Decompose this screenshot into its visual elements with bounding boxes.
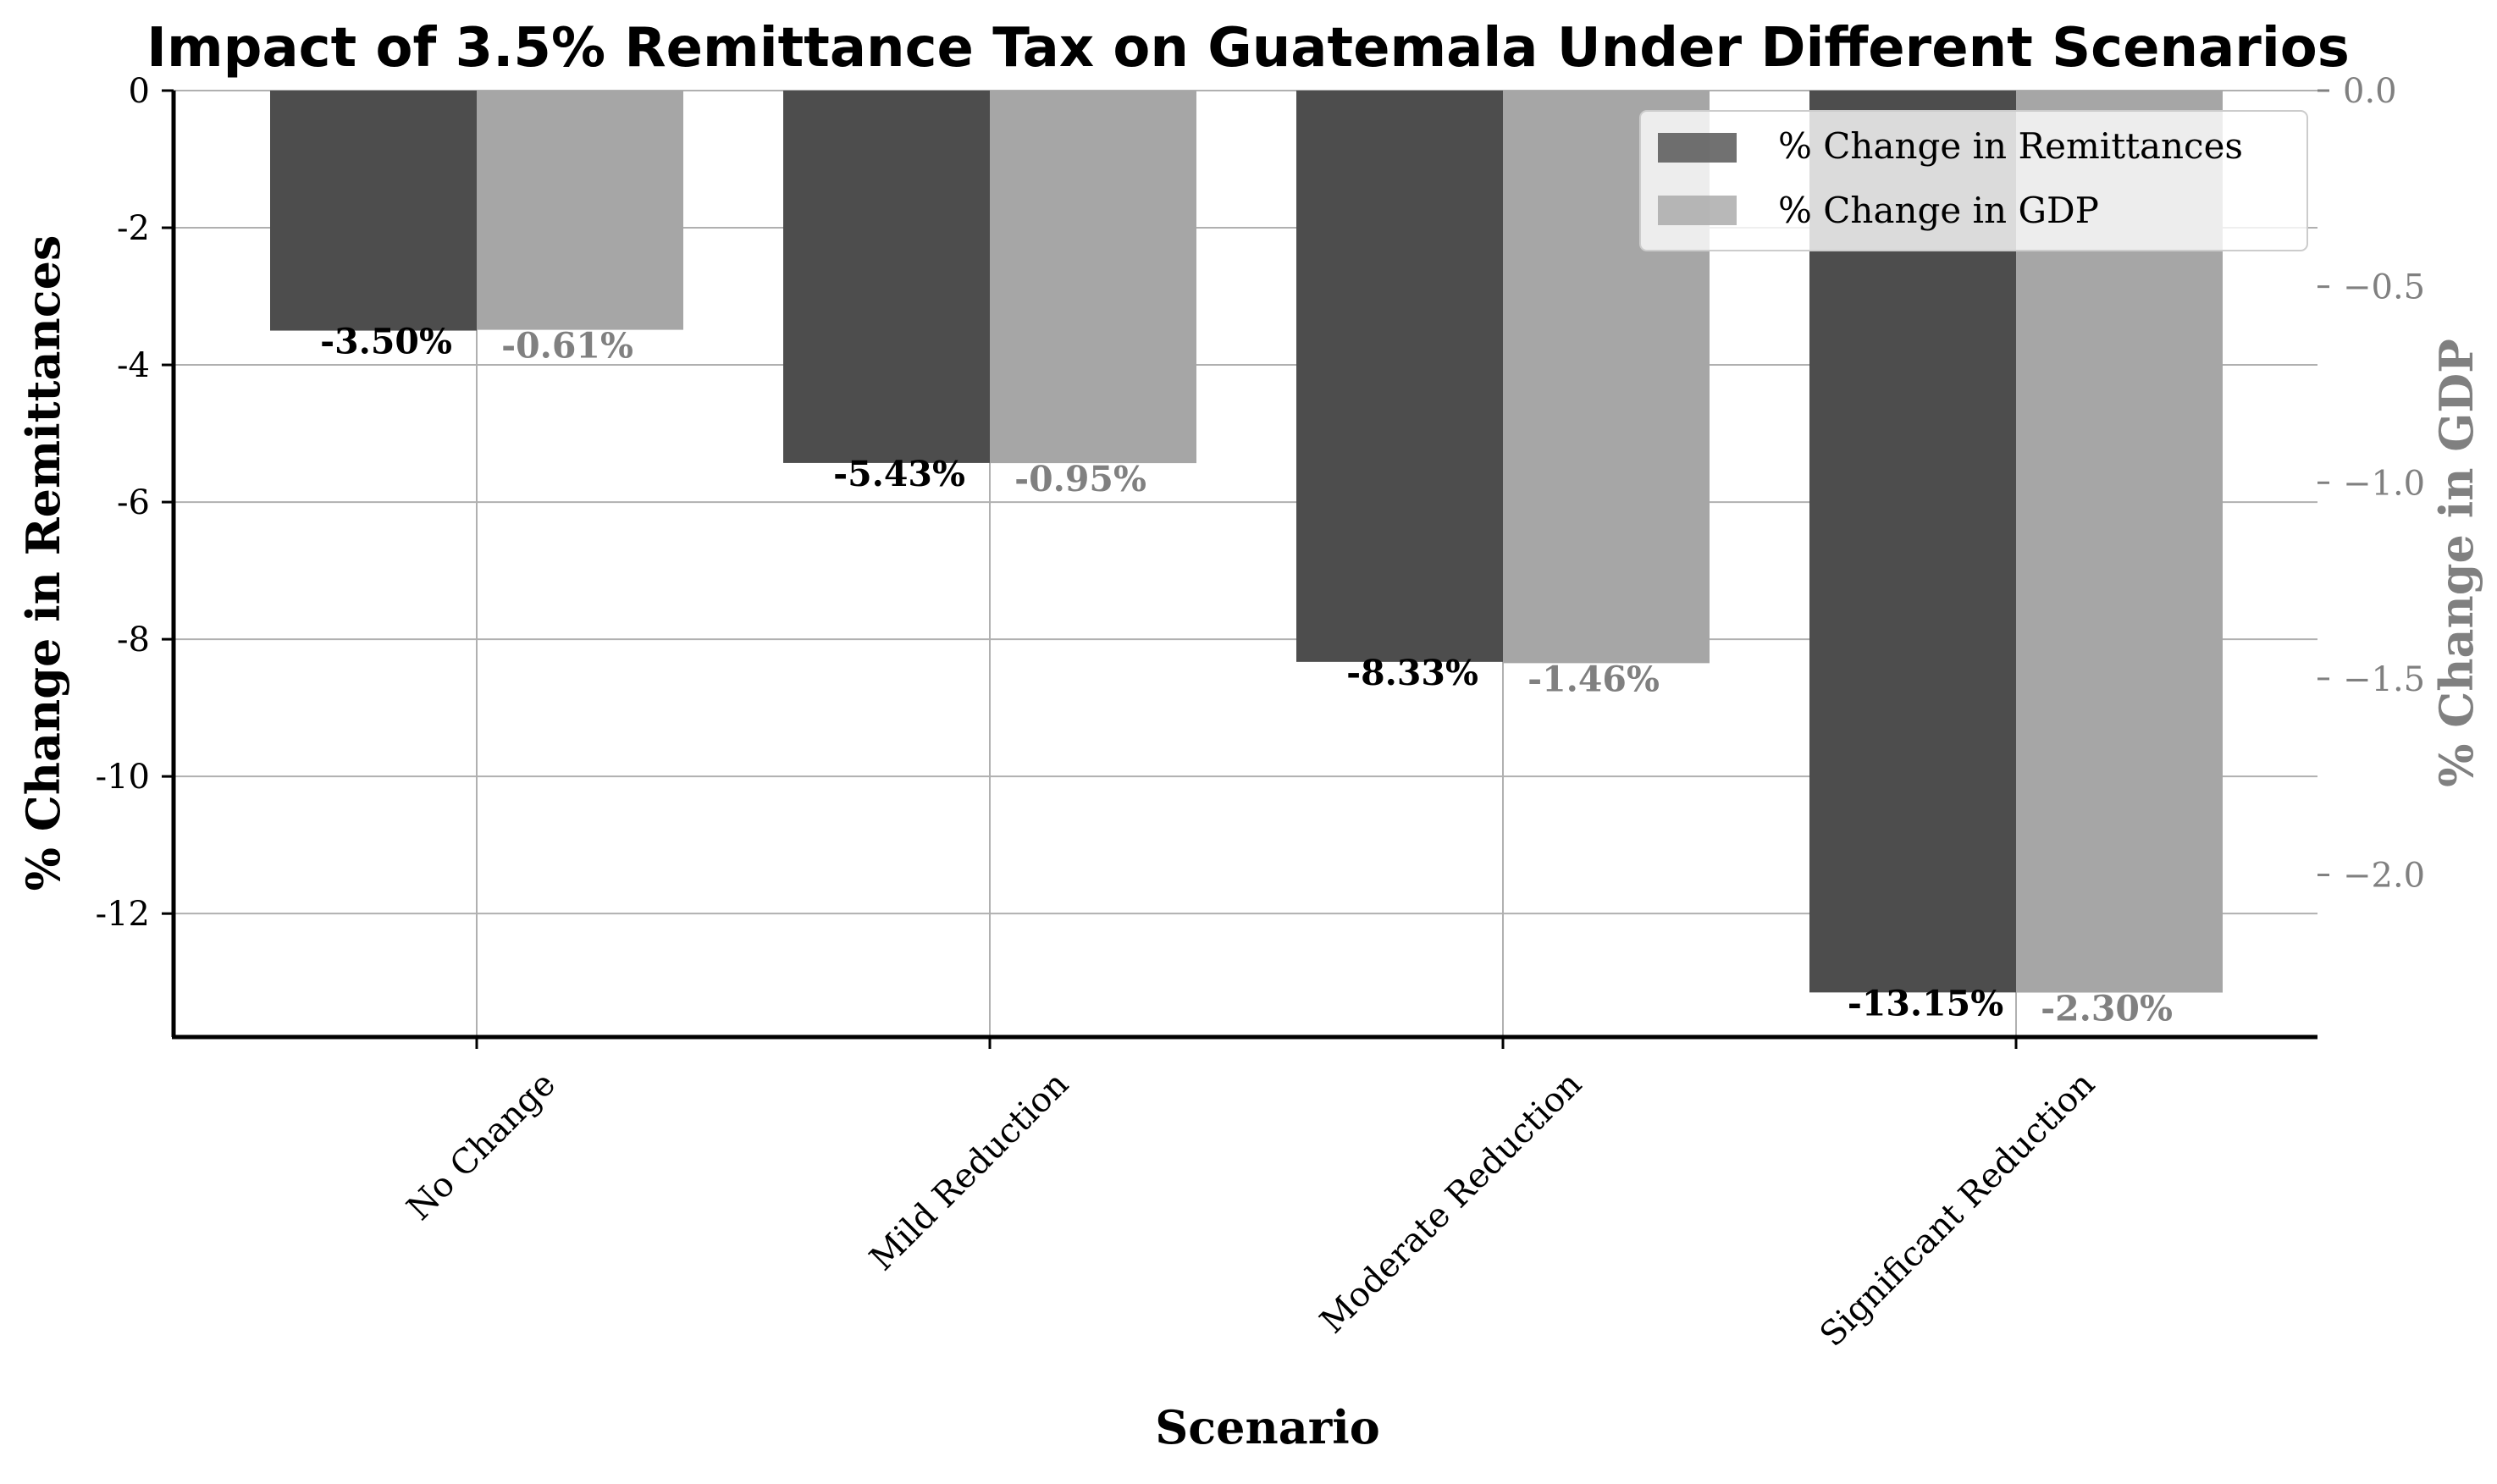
data-label-gdp: -0.95% xyxy=(1014,459,1146,499)
y-tick-label-right: 0.0 xyxy=(2343,72,2397,111)
y-tick-label-right: −2.0 xyxy=(2343,857,2425,896)
y-axis-label-left: % Change in Remittances xyxy=(16,235,70,891)
legend: % Change in Remittances % Change in GDP xyxy=(1639,110,2308,251)
data-label-remittances: -3.50% xyxy=(320,322,452,362)
bar-remittances xyxy=(270,91,477,331)
y-tick-label-left: 0 xyxy=(129,72,150,111)
y-tick-label-right: −0.5 xyxy=(2343,268,2425,307)
bars xyxy=(270,91,2223,993)
bar-remittances xyxy=(783,91,990,463)
y-axis-label-right: % Change in GDP xyxy=(2429,339,2483,787)
y-tick-label-left: -8 xyxy=(117,621,150,659)
legend-label-gdp: % Change in GDP xyxy=(1778,190,2099,231)
y-tick-label-left: -10 xyxy=(96,758,150,797)
data-labels: -3.50% -0.61% -5.43% -0.95% -8.33% -1.46% -13.… xyxy=(320,322,2173,1029)
legend-box xyxy=(1639,110,2308,251)
y-tick-label-left: -12 xyxy=(96,895,150,934)
legend-swatch-gdp xyxy=(1658,196,1737,225)
legend-swatch-remittances xyxy=(1658,133,1737,163)
y-tick-label-right: −1.0 xyxy=(2343,464,2425,503)
bar-remittances xyxy=(1296,91,1503,662)
bar-gdp xyxy=(990,91,1196,464)
y-tick-label-right: −1.5 xyxy=(2343,660,2425,699)
data-label-gdp: -2.30% xyxy=(2041,989,2173,1029)
data-label-remittances: -5.43% xyxy=(833,454,965,494)
y-tick-label-left: -6 xyxy=(117,483,150,522)
data-label-remittances: -13.15% xyxy=(1848,983,2003,1023)
chart-title: Impact of 3.5% Remittance Tax on Guatema… xyxy=(146,17,2350,80)
data-label-remittances: -8.33% xyxy=(1346,653,1478,693)
y-tick-label-left: -4 xyxy=(117,346,150,385)
y-tick-label-left: -2 xyxy=(117,209,150,248)
legend-label-remittances: % Change in Remittances xyxy=(1778,125,2243,167)
data-label-gdp: -0.61% xyxy=(501,326,633,367)
bar-gdp xyxy=(477,91,683,330)
data-label-gdp: -1.46% xyxy=(1527,659,1660,699)
x-axis-label: Scenario xyxy=(1155,1400,1379,1454)
